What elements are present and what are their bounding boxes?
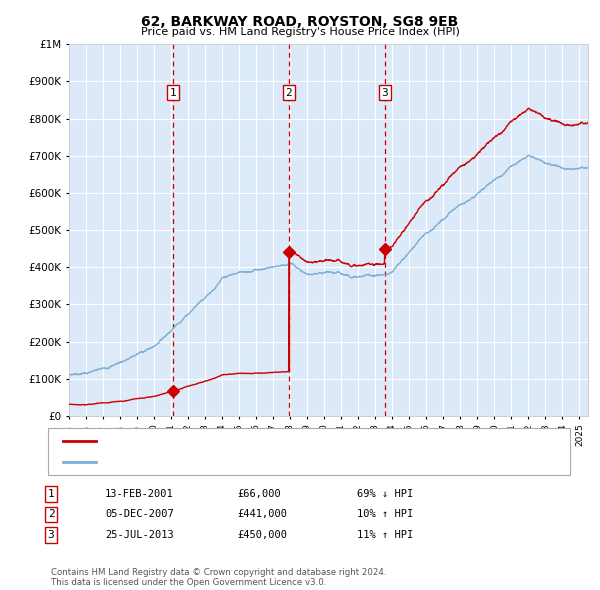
Text: 1: 1	[47, 489, 55, 499]
Text: 62, BARKWAY ROAD, ROYSTON, SG8 9EB: 62, BARKWAY ROAD, ROYSTON, SG8 9EB	[142, 15, 458, 29]
Text: 62, BARKWAY ROAD, ROYSTON, SG8 9EB (detached house): 62, BARKWAY ROAD, ROYSTON, SG8 9EB (deta…	[102, 436, 395, 446]
Text: 10% ↑ HPI: 10% ↑ HPI	[357, 510, 413, 519]
Text: £441,000: £441,000	[237, 510, 287, 519]
Text: 3: 3	[47, 530, 55, 540]
Text: 3: 3	[382, 87, 388, 97]
Text: Contains HM Land Registry data © Crown copyright and database right 2024.
This d: Contains HM Land Registry data © Crown c…	[51, 568, 386, 587]
Text: HPI: Average price, detached house, North Hertfordshire: HPI: Average price, detached house, Nort…	[102, 457, 383, 467]
Text: 2: 2	[286, 87, 292, 97]
Text: 25-JUL-2013: 25-JUL-2013	[105, 530, 174, 540]
Text: 11% ↑ HPI: 11% ↑ HPI	[357, 530, 413, 540]
Text: £66,000: £66,000	[237, 489, 281, 499]
Text: 13-FEB-2001: 13-FEB-2001	[105, 489, 174, 499]
Text: Price paid vs. HM Land Registry's House Price Index (HPI): Price paid vs. HM Land Registry's House …	[140, 27, 460, 37]
Text: 1: 1	[169, 87, 176, 97]
Text: £450,000: £450,000	[237, 530, 287, 540]
Text: 05-DEC-2007: 05-DEC-2007	[105, 510, 174, 519]
Text: 2: 2	[47, 510, 55, 519]
Text: 69% ↓ HPI: 69% ↓ HPI	[357, 489, 413, 499]
